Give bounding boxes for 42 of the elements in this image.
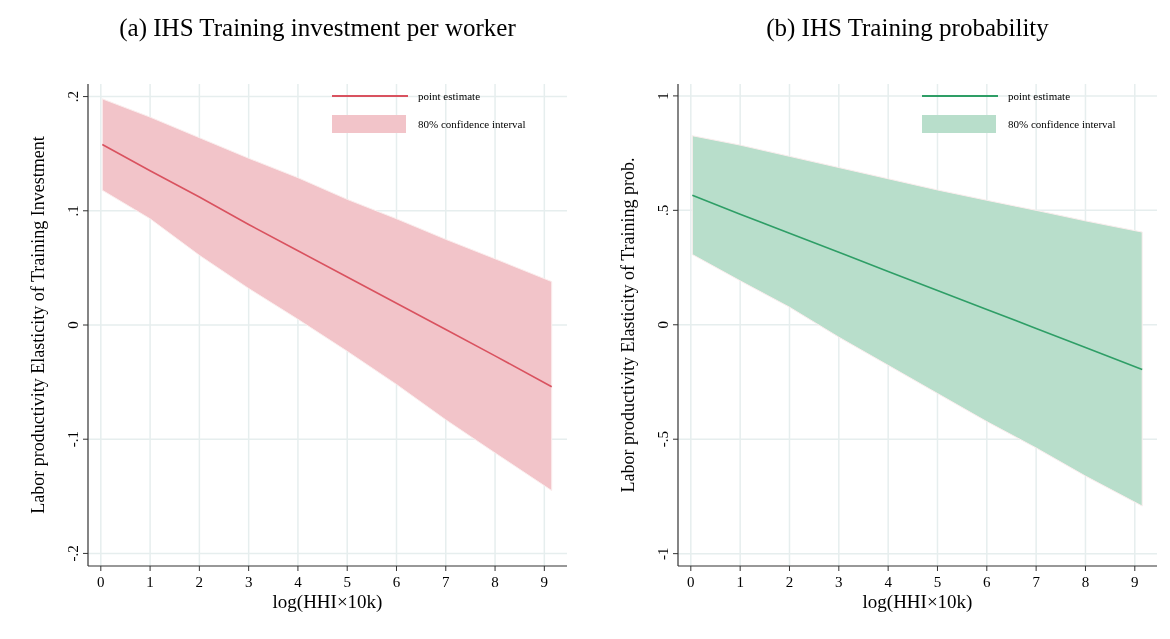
y-tick-label: 0 bbox=[65, 321, 81, 329]
y-tick-label: -.1 bbox=[65, 431, 81, 448]
x-tick-label: 0 bbox=[97, 574, 105, 590]
x-axis-title: log(HHI×10k) bbox=[862, 591, 973, 613]
chart-title: (a) IHS Training investment per worker bbox=[119, 14, 517, 42]
y-tick-label: 0 bbox=[655, 321, 671, 329]
annotation: 80% confidence interval bbox=[1008, 118, 1116, 130]
chart-title: (b) IHS Training probability bbox=[766, 14, 1050, 42]
annotation: 80% confidence interval bbox=[418, 118, 526, 130]
x-tick-label: 5 bbox=[933, 574, 942, 590]
x-tick-label: 6 bbox=[392, 574, 401, 590]
y-tick-label: -.5 bbox=[655, 431, 671, 448]
x-tick-label: 6 bbox=[983, 574, 992, 590]
y-tick-label: .2 bbox=[65, 90, 81, 103]
x-tick-label: 1 bbox=[736, 574, 744, 590]
y-tick-label: 1 bbox=[655, 92, 671, 100]
y-tick-label: -1 bbox=[655, 547, 671, 560]
x-tick-label: 3 bbox=[835, 574, 843, 590]
x-tick-label: 7 bbox=[442, 574, 451, 590]
x-tick-label: 2 bbox=[195, 574, 204, 590]
y-tick-label: -.2 bbox=[65, 545, 81, 562]
x-tick-label: 4 bbox=[884, 574, 893, 590]
x-axis-title: log(HHI×10k) bbox=[272, 591, 383, 613]
x-tick-label: 0 bbox=[687, 574, 695, 590]
line-series bbox=[101, 143, 553, 388]
y-tick-label: .1 bbox=[65, 205, 81, 217]
text: point estimate bbox=[1008, 90, 1071, 102]
x-tick-label: 3 bbox=[244, 574, 253, 590]
x-tick-label: 8 bbox=[491, 574, 499, 590]
x-tick-label: 7 bbox=[1032, 574, 1041, 590]
x-tick-label: 2 bbox=[785, 574, 794, 590]
y-axis-title: Labor productivity Elasticity of Training Investment bbox=[28, 136, 48, 514]
y-axis-title: Labor productivity Elasticity of Training prob. bbox=[618, 157, 638, 493]
x-tick-label: 9 bbox=[540, 574, 549, 590]
y-tick-label: .5 bbox=[655, 204, 671, 216]
text: point estimate bbox=[418, 90, 481, 102]
line-series bbox=[691, 194, 1143, 371]
x-tick-label: 4 bbox=[294, 574, 303, 590]
x-tick-label: 5 bbox=[343, 574, 351, 590]
x-tick-label: 1 bbox=[146, 574, 154, 590]
x-tick-label: 8 bbox=[1081, 574, 1090, 590]
x-tick-label: 9 bbox=[1131, 574, 1139, 590]
